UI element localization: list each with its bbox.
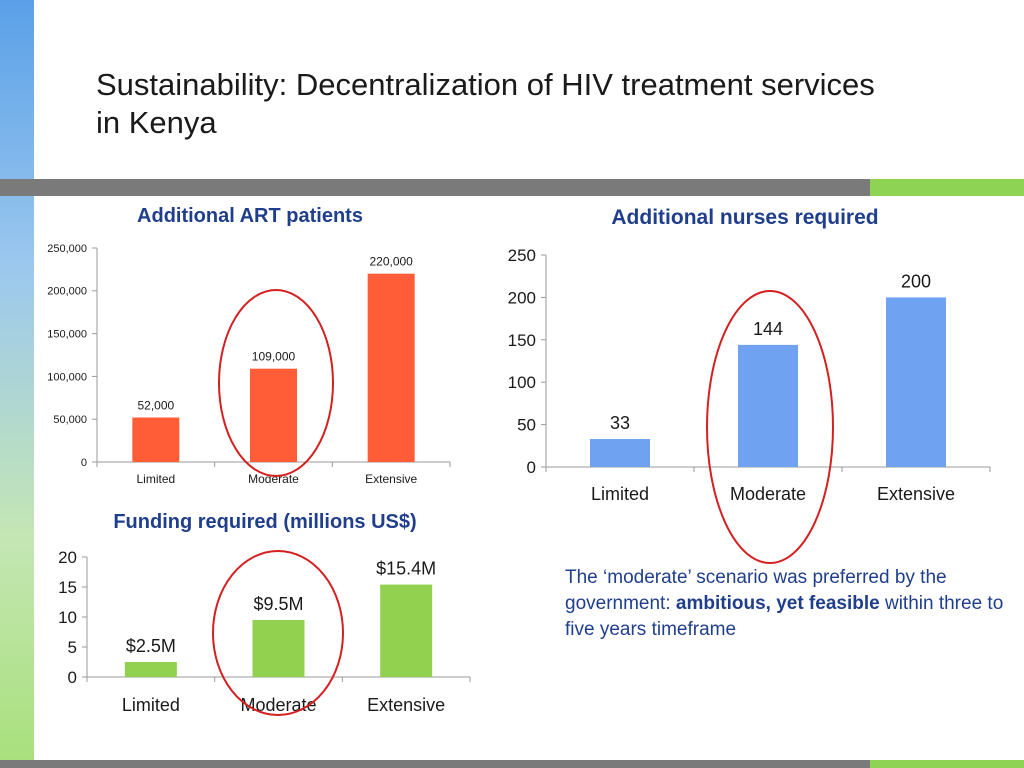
note-text-end: within three to five years timeframe xyxy=(565,593,1004,640)
nurses-y-tick-label: 150 xyxy=(508,331,536,350)
art-chart-title: Additional ART patients xyxy=(137,205,363,227)
funding-bar-limited xyxy=(124,662,177,677)
art-y-tick-label: 200,000 xyxy=(47,286,87,298)
nurses-value-label: 200 xyxy=(901,271,931,291)
funding-category-label: Limited xyxy=(122,695,180,715)
funding-value-label: $9.5M xyxy=(253,594,303,614)
art-y-tick-label: 100,000 xyxy=(47,371,87,383)
nurses-value-label: 33 xyxy=(610,413,630,433)
nurses-chart-title: Additional nurses required xyxy=(611,206,879,229)
art-category-label: Limited xyxy=(136,472,175,486)
funding-value-label: $15.4M xyxy=(376,559,436,579)
art-category-label: Moderate xyxy=(248,472,299,486)
funding-y-tick-label: 10 xyxy=(58,608,77,627)
funding-chart-title: Funding required (millions US$) xyxy=(113,511,417,533)
slide-title: Sustainability: Decentralization of HIV … xyxy=(96,67,875,140)
nurses-bar-extensive xyxy=(886,297,946,467)
nurses-bar-limited xyxy=(590,439,650,467)
funding-y-tick-label: 0 xyxy=(68,668,77,687)
nurses-y-tick-label: 250 xyxy=(508,246,536,265)
funding-value-label: $2.5M xyxy=(126,636,176,656)
nurses-y-tick-label: 50 xyxy=(517,416,536,435)
nurses-y-tick-label: 0 xyxy=(527,458,536,477)
funding-category-label: Moderate xyxy=(240,695,316,715)
nurses-category-label: Moderate xyxy=(730,484,806,504)
footer-divider-green xyxy=(870,760,1024,768)
art-value-label: 220,000 xyxy=(369,255,413,269)
funding-y-tick-label: 20 xyxy=(58,548,77,567)
nurses-highlight-ellipse xyxy=(706,290,834,564)
footer-divider-gray xyxy=(0,760,870,768)
funding-category-label: Extensive xyxy=(367,695,445,715)
funding-y-tick-label: 15 xyxy=(58,578,77,597)
art-bar-limited xyxy=(132,417,180,462)
nurses-y-tick-label: 100 xyxy=(508,373,536,392)
art-value-label: 109,000 xyxy=(252,350,296,364)
funding-bar-extensive xyxy=(380,584,433,677)
nurses-y-tick-label: 200 xyxy=(508,288,536,307)
funding-highlight-ellipse xyxy=(212,550,344,716)
art-highlight-ellipse xyxy=(218,289,334,477)
funding-y-tick-label: 5 xyxy=(68,638,77,657)
art-y-tick-label: 250,000 xyxy=(47,243,87,255)
scenario-note: The ‘moderate’ scenario was preferred by… xyxy=(565,565,1005,643)
nurses-value-label: 144 xyxy=(753,319,783,339)
art-category-label: Extensive xyxy=(365,472,417,486)
art-y-tick-label: 0 xyxy=(81,457,87,469)
left-gradient-strip xyxy=(0,0,34,768)
header-divider-gray xyxy=(0,179,870,196)
funding-bar-moderate xyxy=(252,620,305,677)
note-emphasis: ambitious, yet feasible xyxy=(675,593,880,614)
nurses-category-label: Limited xyxy=(591,484,649,504)
art-value-label: 52,000 xyxy=(137,398,174,412)
art-bar-moderate xyxy=(250,368,297,462)
art-y-tick-label: 150,000 xyxy=(47,328,87,340)
art-y-tick-label: 50,000 xyxy=(53,414,87,426)
art-bar-extensive xyxy=(367,273,415,462)
nurses-bar-moderate xyxy=(738,344,798,467)
nurses-category-label: Extensive xyxy=(877,484,955,504)
note-text-start: The ‘moderate’ scenario was preferred by… xyxy=(565,567,947,614)
header-divider-green xyxy=(870,179,1024,196)
